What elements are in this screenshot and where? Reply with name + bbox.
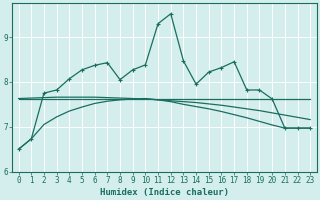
X-axis label: Humidex (Indice chaleur): Humidex (Indice chaleur): [100, 188, 229, 197]
